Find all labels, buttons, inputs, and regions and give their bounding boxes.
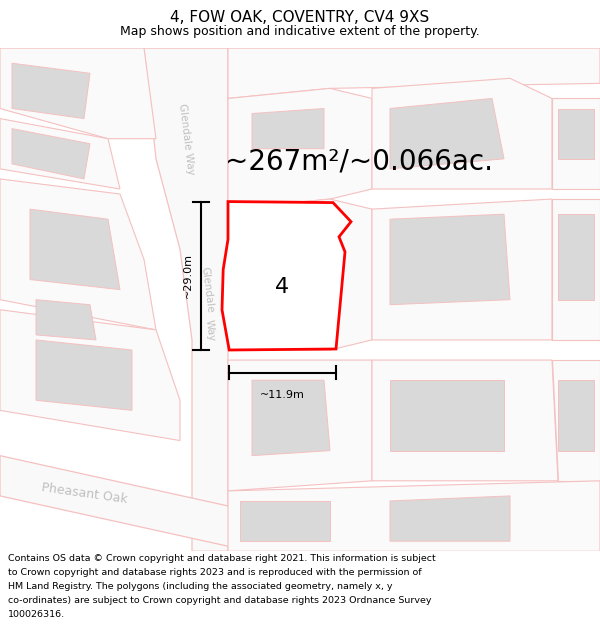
Polygon shape (12, 63, 90, 119)
Text: to Crown copyright and database rights 2023 and is reproduced with the permissio: to Crown copyright and database rights 2… (8, 568, 421, 577)
Polygon shape (558, 380, 594, 451)
Polygon shape (390, 214, 510, 305)
Polygon shape (558, 214, 594, 299)
Polygon shape (144, 48, 228, 551)
Text: Glendale Way: Glendale Way (176, 102, 196, 175)
Text: Contains OS data © Crown copyright and database right 2021. This information is : Contains OS data © Crown copyright and d… (8, 554, 436, 563)
Polygon shape (240, 501, 330, 541)
Text: co-ordinates) are subject to Crown copyright and database rights 2023 Ordnance S: co-ordinates) are subject to Crown copyr… (8, 596, 431, 605)
Polygon shape (0, 119, 120, 189)
Polygon shape (36, 299, 96, 340)
Polygon shape (0, 310, 180, 441)
Polygon shape (372, 78, 552, 189)
Polygon shape (30, 209, 120, 289)
Text: 4, FOW OAK, COVENTRY, CV4 9XS: 4, FOW OAK, COVENTRY, CV4 9XS (170, 9, 430, 24)
Polygon shape (0, 48, 156, 139)
Text: 100026316.: 100026316. (8, 609, 65, 619)
Polygon shape (552, 360, 600, 481)
Polygon shape (246, 217, 327, 259)
Polygon shape (222, 202, 351, 350)
Polygon shape (36, 340, 132, 411)
Polygon shape (0, 179, 156, 330)
Text: HM Land Registry. The polygons (including the associated geometry, namely x, y: HM Land Registry. The polygons (includin… (8, 582, 392, 591)
Text: ~267m²/~0.066ac.: ~267m²/~0.066ac. (225, 148, 493, 176)
Polygon shape (228, 481, 600, 551)
Polygon shape (0, 456, 240, 546)
Polygon shape (228, 199, 372, 350)
Polygon shape (558, 109, 594, 159)
Text: Way: Way (203, 318, 217, 341)
Polygon shape (390, 380, 504, 451)
Text: 4: 4 (275, 277, 289, 297)
Polygon shape (228, 48, 600, 98)
Polygon shape (228, 88, 372, 209)
Polygon shape (252, 380, 330, 456)
Polygon shape (390, 496, 510, 541)
Text: Glendale: Glendale (199, 266, 215, 313)
Polygon shape (372, 360, 558, 481)
Polygon shape (552, 98, 600, 189)
Text: ~29.0m: ~29.0m (183, 253, 193, 298)
Text: ~11.9m: ~11.9m (260, 390, 305, 400)
Polygon shape (372, 199, 552, 340)
Polygon shape (252, 214, 336, 310)
Text: Pheasant Oak: Pheasant Oak (40, 481, 128, 506)
Polygon shape (552, 199, 600, 340)
Polygon shape (390, 98, 504, 169)
Polygon shape (12, 129, 90, 179)
Text: Map shows position and indicative extent of the property.: Map shows position and indicative extent… (120, 24, 480, 38)
Polygon shape (228, 360, 372, 491)
Polygon shape (252, 109, 324, 149)
